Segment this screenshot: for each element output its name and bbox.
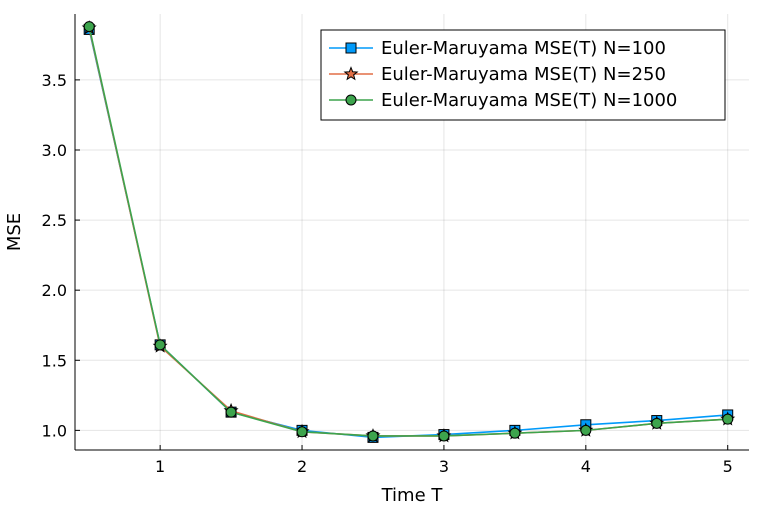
- legend: Euler-Maruyama MSE(T) N=100 Euler-Maruyam…: [320, 29, 726, 121]
- data-point: [438, 430, 450, 442]
- data-point: [509, 427, 521, 439]
- series-layer: [81, 20, 736, 443]
- data-point: [722, 413, 734, 425]
- series-line: [88, 26, 728, 437]
- data-point: [154, 339, 166, 351]
- x-tick-label: 5: [723, 457, 733, 476]
- legend-marker: [343, 66, 359, 81]
- data-point: [651, 417, 663, 429]
- y-tick-label: 3.0: [42, 141, 67, 160]
- legend-item: Euler-Maruyama MSE(T) N=250: [329, 64, 666, 85]
- data-point: [296, 426, 308, 438]
- legend-label: Euler-Maruyama MSE(T) N=100: [381, 38, 666, 59]
- y-tick-label: 2.0: [42, 281, 67, 300]
- y-tick-label: 1.0: [42, 421, 67, 440]
- x-tick-label: 3: [439, 457, 449, 476]
- legend-marker: [345, 94, 357, 106]
- series-3: [83, 21, 734, 442]
- axis-layer: 1 2 3 4 5 1.0 1.5 2.0 2.5 3.0 3.5: [42, 14, 749, 476]
- legend-item: Euler-Maruyama MSE(T) N=1000: [329, 90, 677, 111]
- x-tick-label: 1: [155, 457, 165, 476]
- y-tick-label: 2.5: [42, 211, 67, 230]
- y-axis-title: MSE: [4, 213, 25, 251]
- data-point: [580, 424, 592, 436]
- legend-marker: [345, 42, 357, 54]
- data-point: [367, 430, 379, 442]
- x-tick-label: 2: [297, 457, 307, 476]
- y-tick-label: 1.5: [42, 351, 67, 370]
- x-axis-title: Time T: [381, 485, 444, 506]
- legend-item: Euler-Maruyama MSE(T) N=100: [329, 38, 666, 59]
- x-tick-label: 4: [581, 457, 591, 476]
- y-tick-label: 3.5: [42, 71, 67, 90]
- legend-label: Euler-Maruyama MSE(T) N=250: [381, 64, 666, 85]
- legend-box: [320, 29, 726, 121]
- legend-label: Euler-Maruyama MSE(T) N=1000: [381, 90, 677, 111]
- data-point: [225, 406, 237, 418]
- data-point: [83, 21, 95, 33]
